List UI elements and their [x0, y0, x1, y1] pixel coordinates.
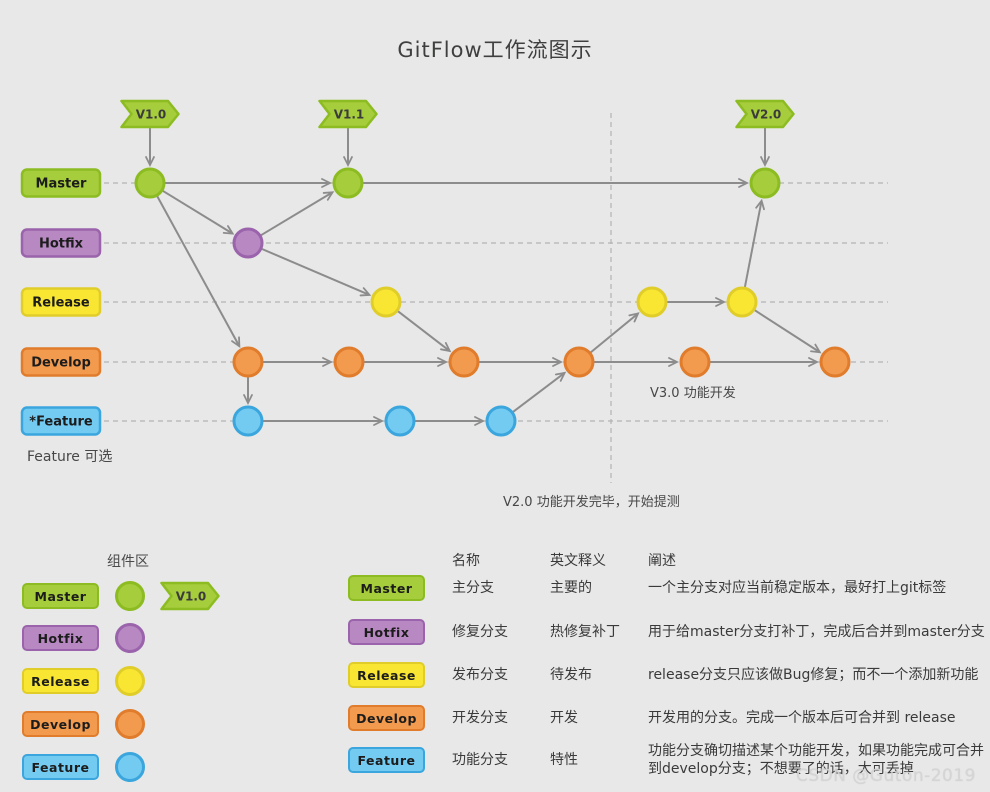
- commit-node-d4: [563, 346, 595, 378]
- version-tag-V2.0-label: V2.0: [751, 108, 782, 122]
- branch-label-release-text: Release: [32, 296, 90, 311]
- legend-badge-master: Master: [22, 583, 99, 609]
- branch-label-release: [20, 287, 102, 317]
- commit-node-f1: [232, 405, 264, 437]
- legend-version-tag: V1.0: [160, 581, 220, 611]
- table-cell-hotfix-name: 修复分支: [452, 624, 508, 640]
- version-tag-V2.0: [735, 99, 795, 129]
- annotation-text: Feature 可选: [27, 449, 112, 465]
- branch-label-master: [20, 168, 102, 198]
- table-badge-release: Release: [348, 662, 425, 688]
- table-badge-feature: Feature: [348, 747, 425, 773]
- merge-arrow: [589, 312, 640, 354]
- commit-node-d1: [232, 346, 264, 378]
- merge-arrow: [511, 371, 567, 414]
- page-title: GitFlow工作流图示: [397, 38, 593, 62]
- table-cell-hotfix-english: 热修复补丁: [550, 624, 620, 640]
- table-row-feature: Feature 功能分支 特性 功能分支确切描述某个功能开发，如果功能完成可合并到de…: [348, 738, 988, 782]
- commit-node-d3: [448, 346, 480, 378]
- component-legend: 组件区 Master V1.0 Hotfix Release Develop Featur…: [0, 0, 340, 792]
- table-badge-develop: Develop: [348, 705, 425, 731]
- table-row-master: Master 主分支 主要的 一个主分支对应当前稳定版本，最好打上git标签: [348, 566, 988, 610]
- commit-node-f3: [485, 405, 517, 437]
- branch-label-feature: [20, 406, 102, 436]
- commit-node-h1: [232, 227, 264, 259]
- branch-label-master-text: Master: [36, 177, 87, 192]
- table-cell-develop-name: 开发分支: [452, 710, 508, 726]
- branch-label-develop: [20, 347, 102, 377]
- table-header-col-0: 名称: [452, 553, 480, 569]
- merge-arrow: [155, 194, 241, 348]
- table-cell-release-description: release分支只应该做Bug修复；而不一个添加新功能: [648, 667, 979, 683]
- table-header-row: 名称 英文释义 阐述: [348, 550, 988, 570]
- legend-commit-circle-master: [115, 581, 145, 611]
- commit-node-r2: [636, 286, 668, 318]
- annotation-text: V2.0 功能开发完毕，开始提测: [503, 494, 680, 510]
- table-row-release: Release 发布分支 待发布 release分支只应该做Bug修复；而不一个添加新…: [348, 653, 988, 697]
- table-cell-feature-name: 功能分支: [452, 752, 508, 768]
- commit-node-r3: [726, 286, 758, 318]
- commit-node-m2: [332, 167, 364, 199]
- version-tag-V1.1-label: V1.1: [334, 108, 365, 122]
- legend-heading: 组件区: [107, 554, 149, 570]
- legend-version-tag-label: V1.0: [176, 590, 207, 604]
- table-row-develop: Develop 开发分支 开发 开发用的分支。完成一个版本后可合并到 release: [348, 696, 988, 740]
- annotation-text: V3.0 功能开发: [650, 385, 736, 401]
- commit-node-f2: [384, 405, 416, 437]
- branch-label-feature-text: *Feature: [29, 415, 93, 430]
- branch-label-hotfix: [20, 228, 102, 258]
- table-cell-release-name: 发布分支: [452, 667, 508, 683]
- table-header-col-1: 英文释义: [550, 553, 606, 569]
- table-header-col-2: 阐述: [648, 553, 676, 569]
- table-cell-feature-english: 特性: [550, 752, 578, 768]
- table-cell-hotfix-description: 用于给master分支打补丁，完成后合并到master分支: [648, 624, 985, 640]
- merge-arrow: [743, 198, 765, 289]
- merge-arrow: [396, 309, 452, 353]
- version-tag-V1.0-label: V1.0: [136, 108, 167, 122]
- watermark: CSDN @Guton-2019: [795, 766, 976, 786]
- branch-description-table: 名称 英文释义 阐述 Master 主分支 主要的 一个主分支对应当前稳定版本，最好打上gi…: [348, 0, 988, 792]
- gitflow-graph: V1.0 V1.1 V2.0 Master Hotfix Release Develop *F…: [20, 99, 888, 510]
- version-tag-V1.1: [318, 99, 378, 129]
- table-badge-hotfix: Hotfix: [348, 619, 425, 645]
- commit-node-d2: [333, 346, 365, 378]
- legend-version-tag: [160, 581, 220, 611]
- table-cell-develop-english: 开发: [550, 710, 578, 726]
- table-cell-feature-description: 功能分支确切描述某个功能开发，如果功能完成可合并到develop分支；不想要了的…: [648, 743, 984, 777]
- branch-label-hotfix-text: Hotfix: [39, 237, 84, 252]
- legend-badge-release: Release: [22, 668, 99, 694]
- commit-node-r1: [370, 286, 402, 318]
- commit-node-m1: [134, 167, 166, 199]
- merge-arrow: [161, 189, 235, 235]
- legend-commit-circle-develop: [115, 709, 145, 739]
- merge-arrow: [260, 247, 372, 297]
- legend-badge-develop: Develop: [22, 711, 99, 737]
- version-tag-V1.0: [120, 99, 180, 129]
- legend-commit-circle-hotfix: [115, 623, 145, 653]
- table-row-hotfix: Hotfix 修复分支 热修复补丁 用于给master分支打补丁，完成后合并到mast…: [348, 610, 988, 654]
- merge-arrow: [753, 308, 822, 354]
- legend-badge-hotfix: Hotfix: [22, 625, 99, 651]
- commit-node-d5: [679, 346, 711, 378]
- table-badge-master: Master: [348, 575, 425, 601]
- legend-commit-circle-feature: [115, 752, 145, 782]
- table-cell-master-description: 一个主分支对应当前稳定版本，最好打上git标签: [648, 580, 947, 596]
- table-cell-develop-description: 开发用的分支。完成一个版本后可合并到 release: [648, 710, 956, 726]
- commit-node-d6: [819, 346, 851, 378]
- table-cell-release-english: 待发布: [550, 667, 592, 683]
- commit-node-m3: [749, 167, 781, 199]
- legend-badge-feature: Feature: [22, 754, 99, 780]
- table-cell-master-name: 主分支: [452, 580, 494, 596]
- branch-label-develop-text: Develop: [31, 356, 91, 371]
- legend-commit-circle-release: [115, 666, 145, 696]
- merge-arrow: [259, 191, 335, 237]
- table-cell-master-english: 主要的: [550, 580, 592, 596]
